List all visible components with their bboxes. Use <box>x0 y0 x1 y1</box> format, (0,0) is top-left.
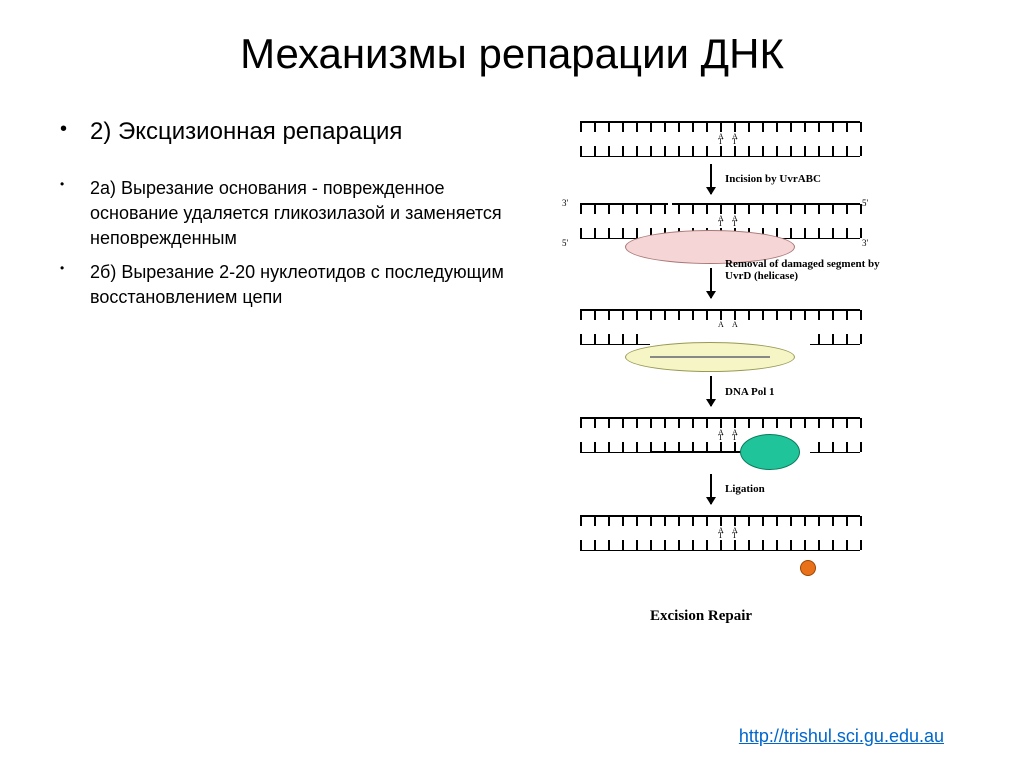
step-arrow <box>710 164 712 194</box>
step-arrow <box>710 376 712 406</box>
dna-strand: ATAT <box>580 512 860 554</box>
base-label: T <box>718 433 723 442</box>
step-label: Removal of damaged segment by UvrD (heli… <box>725 258 895 282</box>
diagram-column: ATATIncision by UvrABCATAT3'5'5'3'Remova… <box>540 118 964 688</box>
sub-bullet-2: 2б) Вырезание 2-20 нуклеотидов с последу… <box>60 260 520 310</box>
ligase-dot <box>800 560 816 576</box>
sub-bullet-1: 2а) Вырезание основания - поврежденное о… <box>60 176 520 252</box>
strand-end-label: 5' <box>862 198 868 208</box>
dna-strand: ATAT <box>580 118 860 160</box>
base-label: T <box>732 137 737 146</box>
diagram-caption: Excision Repair <box>650 608 752 625</box>
base-label: A <box>732 320 738 329</box>
content-area: 2) Эксцизионная репарация 2а) Вырезание … <box>0 98 1024 688</box>
step-label: Ligation <box>725 483 765 495</box>
strand-end-label: 5' <box>562 238 568 248</box>
strand-end-label: 3' <box>562 198 568 208</box>
base-label: T <box>732 433 737 442</box>
source-link[interactable]: http://trishul.sci.gu.edu.au <box>739 726 944 747</box>
helicase-line <box>650 356 770 358</box>
step-arrow <box>710 474 712 504</box>
base-label: T <box>732 531 737 540</box>
protein-ellipse <box>740 434 800 470</box>
step-arrow <box>710 268 712 298</box>
base-label: T <box>718 219 723 228</box>
base-label: A <box>718 320 724 329</box>
page-title: Механизмы репарации ДНК <box>0 0 1024 98</box>
base-label: T <box>718 531 723 540</box>
strand-end-label: 3' <box>862 238 868 248</box>
excision-repair-diagram: ATATIncision by UvrABCATAT3'5'5'3'Remova… <box>540 118 900 688</box>
step-label: DNA Pol 1 <box>725 386 775 398</box>
main-bullet: 2) Эксцизионная репарация <box>60 118 520 146</box>
text-column: 2) Эксцизионная репарация 2а) Вырезание … <box>60 118 540 688</box>
step-label: Incision by UvrABC <box>725 173 821 185</box>
base-label: T <box>718 137 723 146</box>
base-label: T <box>732 219 737 228</box>
dna-strand: ATAT <box>580 414 860 456</box>
